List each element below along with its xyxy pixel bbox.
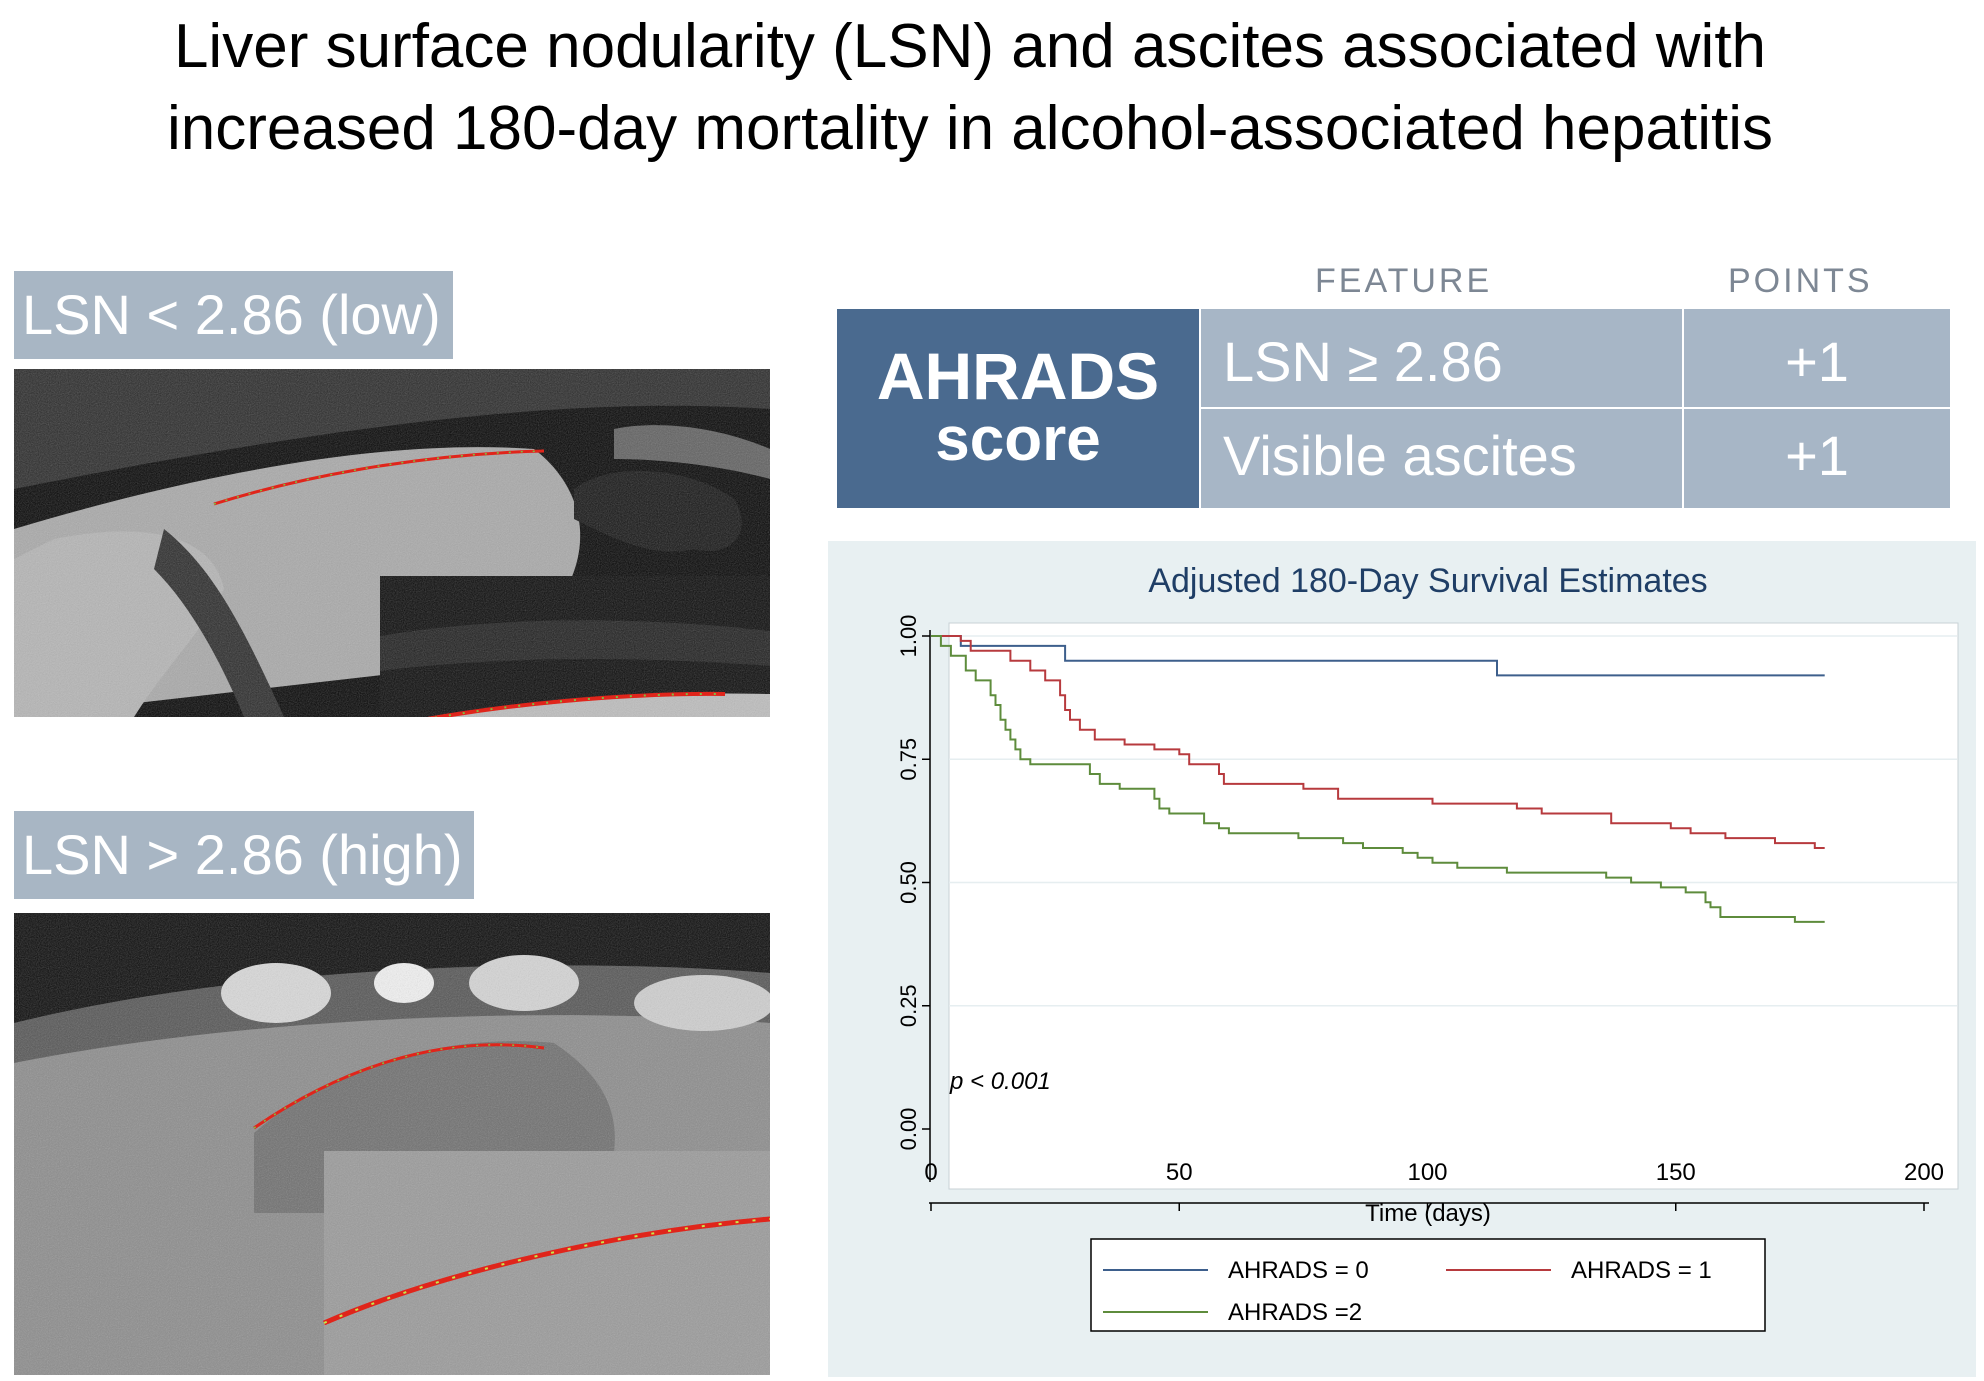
score-title-line-2: score (935, 405, 1101, 474)
series-lines (931, 635, 1825, 923)
x-axis-label: Time (days) (1365, 1200, 1491, 1227)
points-cell-2: +1 (1684, 409, 1950, 508)
title-line-1: Liver surface nodularity (LSN) and ascit… (173, 12, 1767, 81)
y-tick-label: 0.75 (896, 738, 921, 781)
plot-area (948, 622, 1959, 1190)
x-tick-label: 50 (1166, 1159, 1193, 1186)
feature-cell-1: LSN ≥ 2.86 (1201, 309, 1682, 407)
lsn-low-label: LSN < 2.86 (low) (14, 271, 453, 359)
ct-image-high (14, 913, 770, 1375)
series-line-ahrads-1 (931, 635, 1825, 849)
x-tick-label: 0 (924, 1159, 937, 1186)
ct-image-low (14, 369, 770, 717)
gridlines (949, 635, 1957, 1007)
legend-label: AHRADS =2 (1228, 1299, 1362, 1326)
points-cell-1: +1 (1684, 309, 1950, 407)
page-title: Liver surface nodularity (LSN) and ascit… (0, 6, 1940, 170)
y-tick-label: 0.00 (896, 1108, 921, 1151)
ahrads-score-box: AHRADS score (837, 309, 1199, 508)
feature-cell-2: Visible ascites (1201, 409, 1682, 508)
feature-header: FEATURE (1315, 262, 1493, 300)
lsn-high-label: LSN > 2.86 (high) (14, 811, 475, 899)
y-tick-label: 1.00 (896, 615, 921, 658)
p-value-annotation: p < 0.001 (949, 1068, 1051, 1095)
title-line-2: increased 180-day mortality in alcohol-a… (167, 94, 1773, 163)
x-tick-label: 150 (1656, 1159, 1696, 1186)
legend-label: AHRADS = 1 (1571, 1257, 1712, 1284)
y-tick-label: 0.25 (896, 984, 921, 1027)
legend-label: AHRADS = 0 (1228, 1257, 1369, 1284)
series-line-ahrads-2 (931, 635, 1825, 923)
x-tick-label: 200 (1904, 1159, 1944, 1186)
x-tick-label: 100 (1407, 1159, 1447, 1186)
chart-title: Adjusted 180-Day Survival Estimates (1148, 562, 1707, 600)
legend-box (1090, 1238, 1766, 1332)
x-ticks: 0 50 100 150 200 (924, 1159, 1944, 1211)
y-ticks: 0.00 0.25 0.50 0.75 1.00 (896, 615, 930, 1151)
score-title-line-1: AHRADS (876, 339, 1160, 413)
y-tick-label: 0.50 (896, 861, 921, 904)
survival-chart: Adjusted 180-Day Survival Estimates 0.00… (896, 562, 1959, 1332)
legend: AHRADS = 0 AHRADS = 1 AHRADS =2 (1103, 1257, 1712, 1326)
points-header: POINTS (1728, 262, 1873, 300)
